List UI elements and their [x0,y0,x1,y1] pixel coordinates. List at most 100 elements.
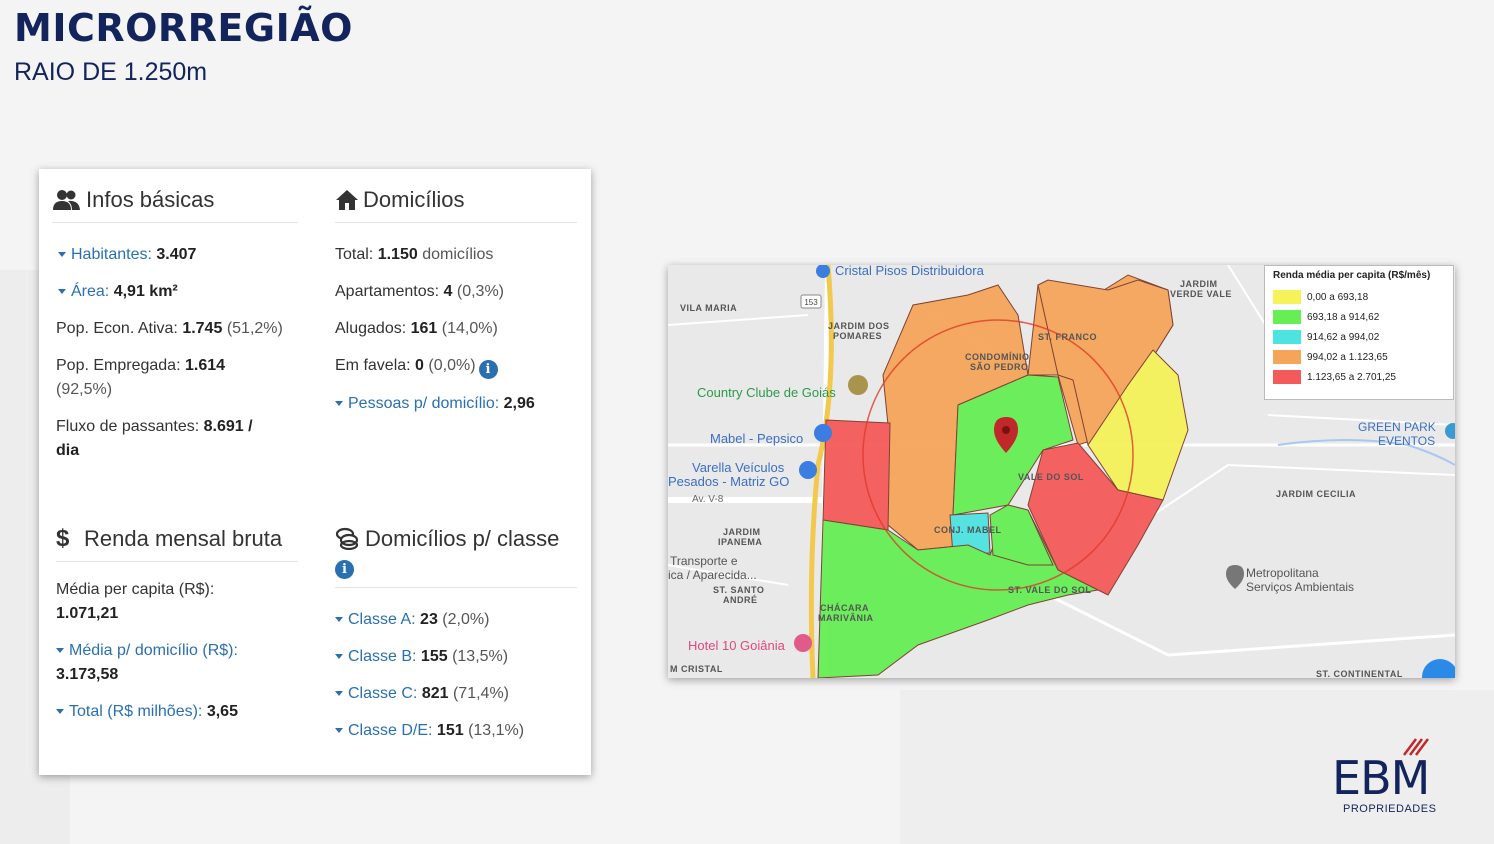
location-pin-icon [994,417,1018,453]
map-marker-icon [1226,565,1244,589]
coins-icon [335,527,359,550]
map-label: POMARES [833,331,882,341]
map-marker-icon [794,634,812,652]
radius-circle [862,319,1134,591]
renda-total-row[interactable]: Total (R$ milhões): 3,65 [56,700,298,724]
legend-item: 1.123,65 a 2.701,25 [1273,367,1445,387]
section-infos-basicas: Infos básicas Habitantes: 3.407 Área: 4,… [52,187,298,476]
map-marker-icon [799,461,817,479]
map-label: ST. VALE DO SOL [1008,585,1091,595]
page-title: MICRORREGIÃO [14,6,353,50]
map-marker-icon [848,375,868,395]
map-label: JARDIM CECILIA [1276,489,1356,499]
fluxo-row: Fluxo de passantes: 8.691 /dia [56,418,253,459]
map-poi-label: EVENTOS [1378,434,1435,448]
stats-card: Infos básicas Habitantes: 3.407 Área: 4,… [39,169,591,775]
map-label: VILA MARIA [680,303,737,313]
legend-label: 1.123,65 a 2.701,25 [1307,371,1396,383]
legend-label: 693,18 a 914,62 [1307,311,1380,323]
background-shape [900,690,1494,844]
alugados-row: Alugados: 161 (14,0%) [335,320,498,337]
section-title: Renda mensal bruta [84,525,283,551]
info-icon[interactable]: i [335,560,354,579]
region-red-west [822,419,891,531]
classe-de-row[interactable]: Classe D/E: 151 (13,1%) [335,719,577,743]
map-label: JARDIM [1180,279,1218,289]
legend-swatch [1273,350,1301,364]
region-cyan [949,512,991,556]
income-map[interactable]: 153 VILA MARIA JARDIM DOS POMARES CONDOM… [668,265,1455,678]
map-label: IPANEMA [718,537,762,547]
habitantes-row[interactable]: Habitantes: 3.407 [52,243,298,267]
info-icon[interactable]: i [478,360,498,379]
caret-down-icon [335,654,343,660]
map-label: M CRISTAL [670,664,723,674]
pop-empregada-row: Pop. Empregada: 1.614 (92,5%) [56,357,226,398]
legend-label: 994,02 a 1.123,65 [1307,351,1388,363]
map-poi-label: Av. V-8 [692,494,724,505]
caret-down-icon [58,252,66,258]
legend-swatch [1273,370,1301,384]
map-legend: Renda média per capita (R$/mês) 0,00 a 6… [1264,265,1454,400]
classe-c-row[interactable]: Classe C: 821 (71,4%) [335,682,577,706]
map-canvas: 153 VILA MARIA JARDIM DOS POMARES CONDOM… [668,265,1455,678]
legend-item: 693,18 a 914,62 [1273,307,1445,327]
region-orange-southwest [989,504,1054,566]
map-poi-label: Hotel 10 Goiânia [688,638,786,653]
logo-mark-icon [1403,738,1429,756]
map-marker-icon [1422,659,1455,678]
caret-down-icon [335,691,343,697]
legend-item: 0,00 a 693,18 [1273,287,1445,307]
section-title: Domicílios p/ classe [365,526,560,551]
map-label: MARIVÂNIA [818,612,874,623]
legend-item: 914,62 a 994,02 [1273,327,1445,347]
map-label: ST. SANTO [713,585,764,595]
map-poi-label: GREEN PARK [1358,420,1436,434]
legend-swatch [1273,290,1301,304]
caret-down-icon [335,617,343,623]
map-label: CONDOMÍNIO [965,352,1030,362]
map-label: CHÁCARA [820,603,869,613]
map-label: VALE DO SOL [1018,472,1084,482]
legend-title: Renda média per capita (R$/mês) [1273,270,1431,281]
map-label: SÃO PEDRO [970,362,1029,372]
map-poi-label: Transporte e [670,554,738,568]
legend-label: 0,00 a 693,18 [1307,291,1369,303]
region-green-center [952,374,1074,516]
road-153-label: 153 [804,298,818,307]
caret-down-icon [335,401,343,407]
legend-label: 914,62 a 994,02 [1307,331,1380,343]
map-poi-label: Cristal Pisos Distribuidora [835,265,985,278]
map-label: VERDE VALE [1170,289,1232,299]
highway [808,265,834,678]
section-domicilios-classe: Domicílios p/ classe i Classe A: 23 (2,0… [335,526,577,756]
area-row[interactable]: Área: 4,91 km² [52,280,298,304]
caret-down-icon [56,648,64,654]
section-title: Infos básicas [86,186,215,212]
users-icon [53,189,80,210]
map-poi-label: Pesados - Matriz GO [668,474,789,489]
map-poi-label: Serviços Ambientais [1246,580,1354,594]
page-subtitle: RAIO DE 1.250m [14,58,208,86]
legend-item: 994,02 a 1.123,65 [1273,347,1445,367]
income-regions [817,274,1189,678]
map-label: CONJ. MABEL [934,525,1002,535]
map-label: ST. CONTINENTAL [1316,669,1403,678]
dollar-icon: $ [56,524,70,552]
classe-b-row[interactable]: Classe B: 155 (13,5%) [335,645,577,669]
pessoas-domicilio-row[interactable]: Pessoas p/ domicílio: 2,96 [335,392,577,416]
favela-row: Em favela: 0 (0,0%) i [335,354,577,379]
map-marker-icon [814,424,832,442]
map-poi-label: Country Clube de Goiás [697,385,836,400]
map-label: ANDRÉ [723,595,758,605]
section-renda: $ Renda mensal bruta Média per capita (R… [56,524,298,737]
map-poi-label: Mabel - Pepsico [710,431,803,446]
section-domicilios: Domicílios Total: 1.150 domicílios Apart… [335,187,577,429]
caret-down-icon [58,289,66,295]
pea-row: Pop. Econ. Ativa: 1.745 (51,2%) [56,320,283,337]
media-domicilio-row[interactable]: Média p/ domicílio (R$): 3.173,58 [56,642,238,683]
classe-a-row[interactable]: Classe A: 23 (2,0%) [335,608,577,632]
total-domicilios-row: Total: 1.150 domicílios [335,246,494,263]
media-per-capita-row: Média per capita (R$): 1.071,21 [56,581,215,622]
road-badge [800,294,822,309]
